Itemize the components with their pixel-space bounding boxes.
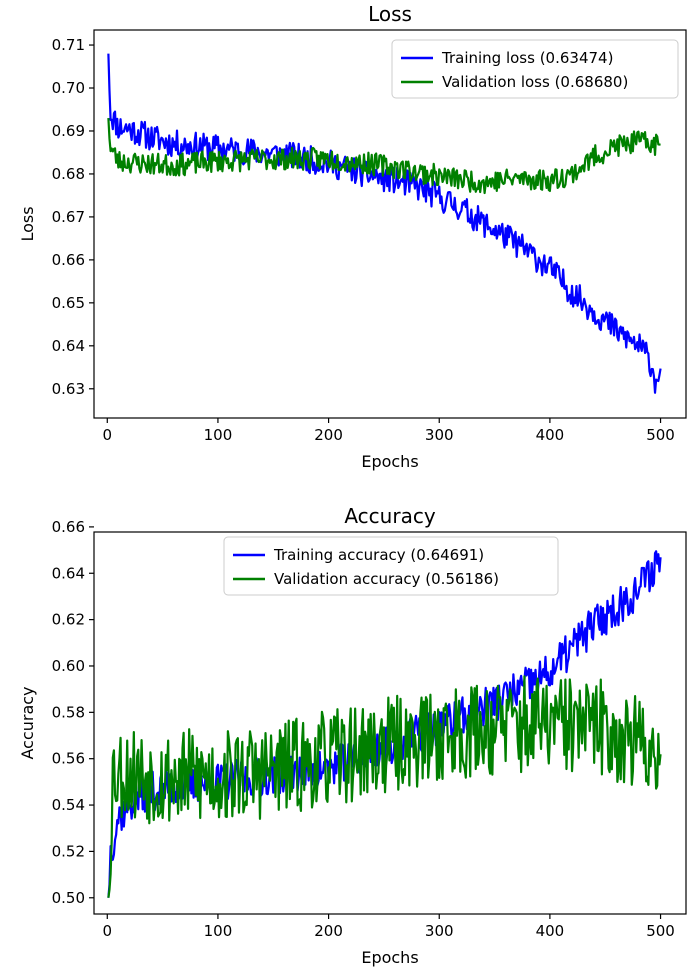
y-tick-label: 0.66 [52,518,85,536]
chart-title: Accuracy [344,504,435,528]
x-tick-label: 100 [204,426,233,444]
y-tick-label: 0.62 [52,611,85,629]
x-tick-label: 500 [646,922,675,940]
y-tick-label: 0.50 [52,889,85,907]
legend-label: Training loss (0.63474) [441,49,613,67]
y-tick-label: 0.56 [52,750,85,768]
y-tick-label: 0.68 [52,165,85,183]
y-tick-label: 0.63 [52,380,85,398]
chart-accuracy: 0 100 200 300 400 500 0.50 0.52 0.54 0.56 0.58 0.60… [18,504,687,967]
y-axis-label: Accuracy [18,686,37,759]
y-tick-label: 0.60 [52,657,85,675]
x-tick-label: 300 [425,922,454,940]
legend-label: Validation accuracy (0.56186) [274,570,499,588]
x-tick-label: 200 [314,426,343,444]
plot-frame [93,531,687,915]
x-tick-label: 0 [103,426,113,444]
legend-box [391,39,679,99]
legend-box [223,536,559,596]
x-tick-label: 100 [204,922,233,940]
y-tick-label: 0.67 [52,208,85,226]
series-line-validation [107,675,662,898]
plot-frame [93,29,687,419]
legend-label: Training accuracy (0.64691) [273,546,484,564]
legend: Training loss (0.63474) Validation loss (… [391,39,679,99]
y-tick-label: 0.70 [52,79,85,97]
y-axis-label: Loss [18,206,37,241]
y-tick-label: 0.64 [52,564,85,582]
x-tick-label: 500 [646,426,675,444]
x-tick-label: 300 [425,426,454,444]
y-tick-label: 0.69 [52,122,85,140]
y-tick-label: 0.65 [52,294,85,312]
legend: Training accuracy (0.64691) Validation ac… [223,536,559,596]
y-tick-label: 0.66 [52,251,85,269]
series-line-training [107,53,662,394]
x-tick-label: 200 [314,922,343,940]
y-tick-label: 0.71 [52,36,85,54]
x-tick-label: 400 [536,426,565,444]
x-axis-label: Epochs [361,948,418,967]
series-line-validation [107,118,661,195]
x-tick-label: 400 [536,922,565,940]
chart-loss: 0 100 200 300 400 500 0.63 0.64 0.65 0.66 0.67 0.68… [18,2,687,471]
x-tick-label: 0 [103,922,113,940]
chart-title: Loss [368,2,412,26]
y-tick-label: 0.58 [52,703,85,721]
y-tick-label: 0.64 [52,337,85,355]
x-axis-label: Epochs [361,452,418,471]
y-tick-label: 0.54 [52,796,85,814]
y-tick-label: 0.52 [52,842,85,860]
legend-label: Validation loss (0.68680) [442,73,628,91]
